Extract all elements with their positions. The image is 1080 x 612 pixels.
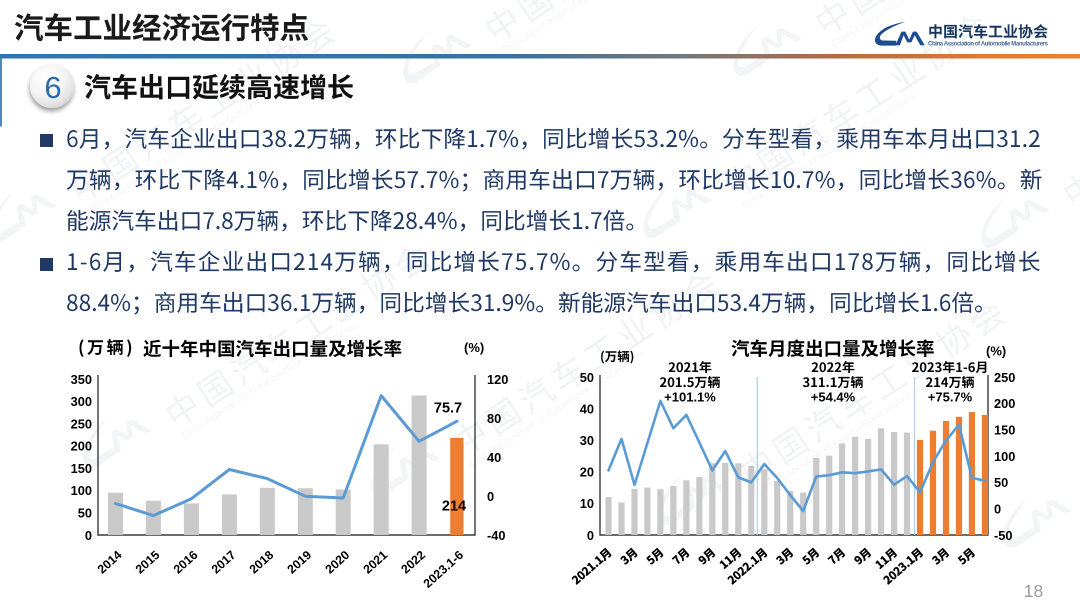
svg-text:18: 18 [1024, 581, 1043, 601]
svg-text:40: 40 [487, 450, 501, 465]
svg-text:250: 250 [71, 416, 92, 431]
svg-text:(%): (%) [986, 343, 1006, 358]
svg-text:+101.1%: +101.1% [664, 390, 716, 405]
svg-text:50: 50 [78, 506, 92, 521]
svg-text:-50: -50 [994, 528, 1013, 543]
svg-text:75.7: 75.7 [434, 401, 462, 417]
svg-text:0: 0 [487, 489, 494, 504]
svg-text:120: 120 [487, 372, 508, 387]
svg-text:+75.7%: +75.7% [928, 390, 973, 405]
svg-text:200: 200 [71, 439, 92, 454]
svg-text:0: 0 [994, 502, 1001, 517]
svg-text:250: 250 [994, 370, 1015, 385]
svg-text:100: 100 [994, 449, 1015, 464]
svg-text:150: 150 [71, 461, 92, 476]
svg-text:(%): (%) [464, 340, 484, 355]
svg-text:-40: -40 [487, 528, 506, 543]
svg-text:50: 50 [580, 370, 594, 385]
svg-text:+54.4%: +54.4% [811, 390, 856, 405]
svg-text:30: 30 [580, 433, 594, 448]
svg-text:0: 0 [85, 528, 92, 543]
svg-text:80: 80 [487, 411, 501, 426]
svg-text:10: 10 [580, 496, 594, 511]
svg-text:100: 100 [71, 483, 92, 498]
svg-text:300: 300 [71, 394, 92, 409]
svg-text:20: 20 [580, 465, 594, 480]
svg-text:50: 50 [994, 475, 1008, 490]
svg-text:150: 150 [994, 423, 1015, 438]
svg-text:214: 214 [442, 499, 466, 515]
svg-text:6: 6 [44, 70, 61, 105]
svg-text:China Association of Automobil: China Association of Automobile Manufact… [928, 42, 1049, 48]
svg-text:350: 350 [71, 372, 92, 387]
svg-text:200: 200 [994, 396, 1015, 411]
svg-text:0: 0 [587, 528, 594, 543]
svg-text:40: 40 [580, 401, 594, 416]
